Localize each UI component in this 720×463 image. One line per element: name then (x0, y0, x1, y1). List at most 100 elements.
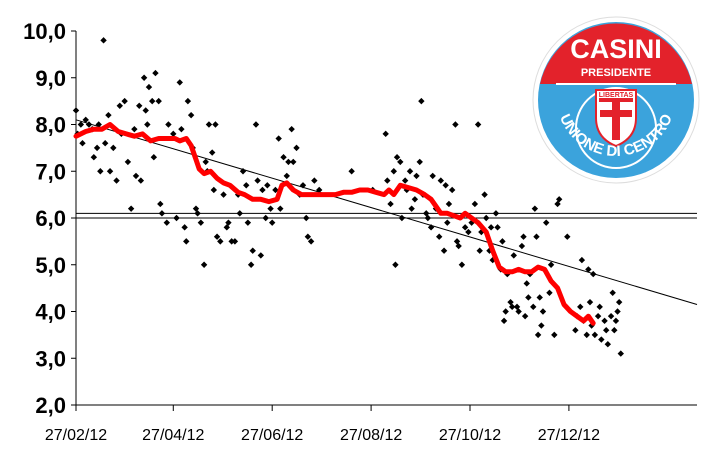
data-point (249, 247, 256, 254)
data-point (106, 168, 114, 175)
data-point (225, 219, 232, 226)
data-point (494, 224, 501, 231)
logo-sub-text: PRESIDENTE (581, 67, 651, 79)
data-point (601, 317, 608, 325)
data-point (155, 97, 162, 105)
data-point (572, 327, 579, 334)
data-point (531, 205, 539, 212)
data-point (254, 177, 261, 184)
data-point (280, 154, 287, 161)
data-point (142, 107, 149, 114)
data-point (461, 224, 469, 231)
x-axis-ticks: 27/02/12 27/04/12 27/06/12 27/08/12 27/10/12… (45, 405, 600, 444)
data-point (85, 121, 93, 128)
data-point (210, 186, 218, 194)
data-point (521, 312, 529, 320)
data-point (585, 266, 592, 273)
data-point (384, 177, 391, 184)
data-point (533, 233, 540, 240)
data-point (578, 256, 586, 264)
data-point (437, 177, 445, 184)
data-point (197, 219, 205, 226)
data-point (288, 125, 295, 133)
y-tick-label: 8,0 (35, 113, 66, 138)
y-tick-label: 10,0 (23, 19, 66, 44)
data-point (293, 144, 300, 152)
data-point (140, 74, 148, 81)
data-point (429, 172, 436, 180)
data-point (594, 312, 602, 320)
data-point (121, 97, 128, 105)
data-point (525, 294, 532, 301)
data-point (465, 228, 472, 236)
data-point (213, 233, 221, 240)
y-tick-label: 2,0 (35, 393, 66, 418)
data-point (348, 168, 355, 175)
data-point (538, 322, 545, 329)
data-point (445, 200, 453, 208)
x-tick-label: 27/08/12 (340, 427, 402, 444)
moving-average-path (73, 122, 596, 326)
data-point (508, 303, 516, 311)
data-point (163, 219, 170, 226)
data-point (304, 233, 312, 240)
data-point (387, 200, 394, 208)
data-point (178, 125, 185, 133)
data-point (220, 191, 227, 198)
data-point (144, 121, 151, 128)
data-point (392, 261, 399, 268)
data-point (100, 37, 107, 44)
y-tick-label: 7,0 (35, 159, 66, 184)
data-point (228, 238, 235, 245)
data-point (299, 182, 307, 189)
data-point (499, 238, 506, 245)
data-point (547, 261, 555, 268)
data-point (546, 289, 553, 296)
data-point (110, 144, 117, 152)
data-point (483, 214, 490, 222)
data-point (72, 107, 80, 114)
data-point (471, 200, 479, 208)
data-point (231, 238, 239, 245)
logo-inner-ring (575, 87, 657, 169)
x-tick-label: 27/02/12 (45, 427, 107, 444)
data-point (510, 252, 517, 259)
y-tick-label: 5,0 (35, 253, 66, 278)
data-point (614, 308, 621, 315)
data-point (307, 238, 315, 245)
data-point (285, 158, 292, 166)
reference-lines (76, 212, 697, 219)
data-point (586, 298, 594, 306)
data-point (181, 224, 188, 231)
data-point (611, 327, 618, 334)
data-point (455, 242, 462, 250)
data-point (590, 270, 597, 278)
data-point (136, 102, 143, 109)
data-point (243, 182, 250, 189)
data-point (137, 177, 145, 184)
data-point (290, 158, 297, 166)
data-point (615, 298, 623, 306)
data-point (536, 294, 543, 301)
data-point (158, 210, 166, 217)
y-tick-label: 6,0 (35, 206, 66, 231)
x-tick-label: 27/10/12 (439, 427, 501, 444)
data-point (150, 154, 158, 161)
data-point (257, 252, 265, 259)
data-point (165, 121, 172, 128)
data-point (217, 238, 224, 245)
data-point (424, 214, 432, 222)
data-point (90, 154, 98, 161)
data-point (264, 182, 271, 189)
data-point (145, 83, 153, 91)
data-point (588, 322, 595, 329)
data-point (97, 168, 104, 175)
logo-shield-text: LIBERTAS (599, 92, 634, 99)
data-point (79, 140, 86, 147)
data-point (440, 247, 448, 254)
data-point (124, 158, 132, 166)
data-point (598, 336, 605, 343)
data-point (390, 168, 397, 175)
data-point (442, 182, 449, 189)
data-point (277, 205, 284, 212)
